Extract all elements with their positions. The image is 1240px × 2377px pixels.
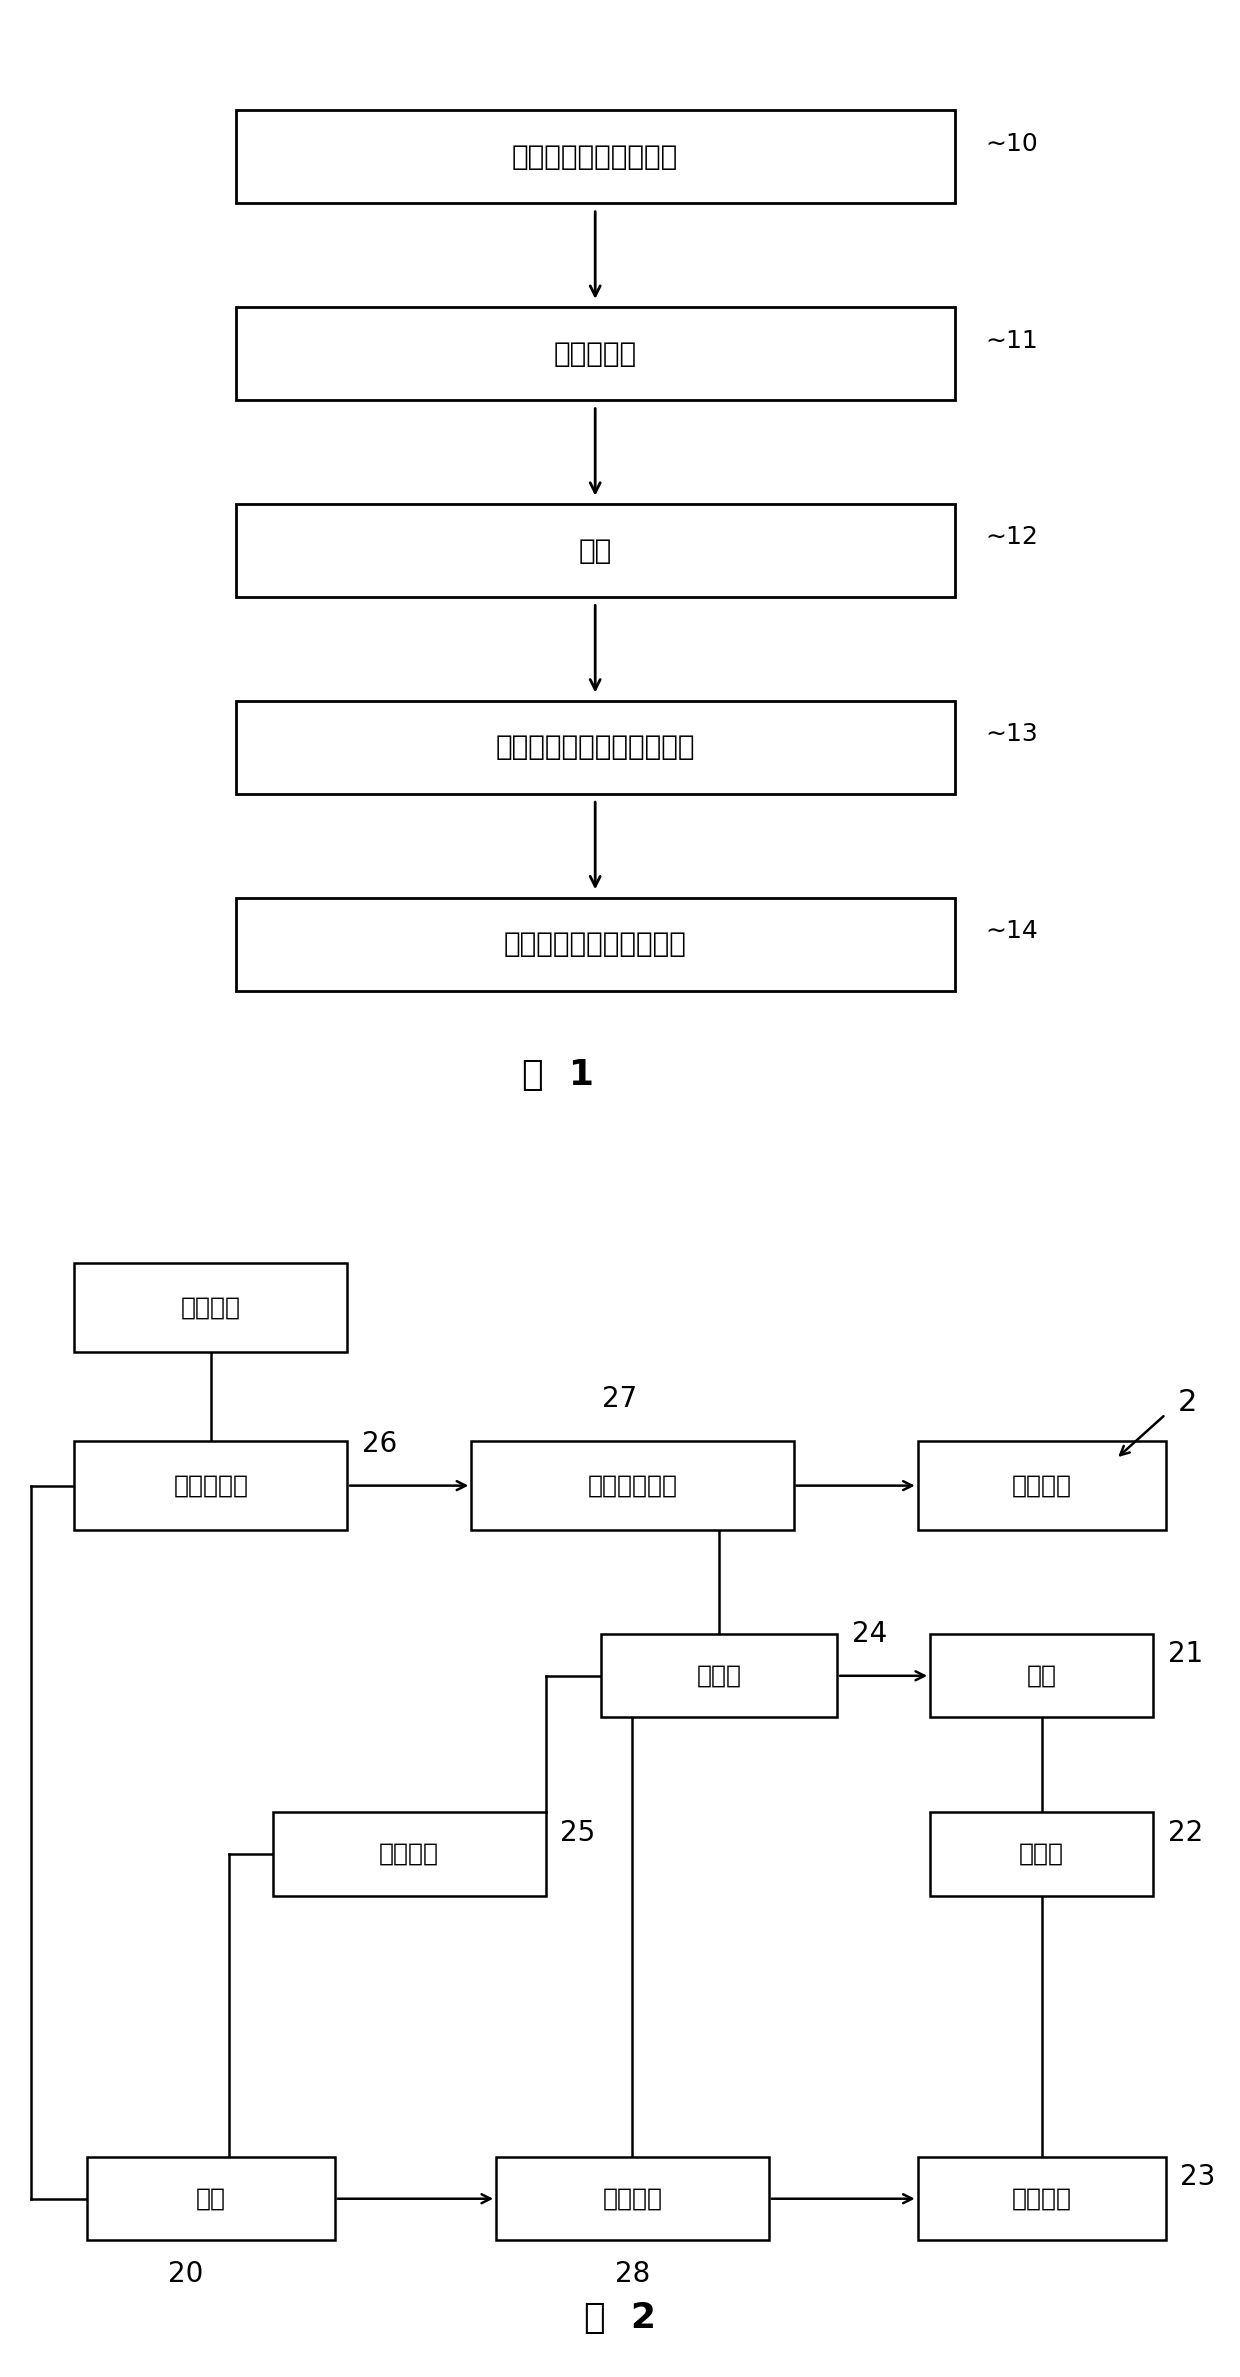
- Text: 探针组: 探针组: [697, 1664, 742, 1688]
- Bar: [273, 1811, 546, 1894]
- Bar: [496, 2158, 769, 2239]
- Text: ∼13: ∼13: [986, 723, 1039, 746]
- Bar: [74, 1262, 347, 1353]
- Text: 24: 24: [852, 1621, 887, 1647]
- Text: 25: 25: [560, 1818, 595, 1847]
- Text: 控制单元: 控制单元: [1012, 2187, 1071, 2211]
- Text: 绿漆印刷及紫外线照射固定: 绿漆印刷及紫外线照射固定: [496, 734, 694, 761]
- Text: 23: 23: [1180, 2163, 1216, 2192]
- Bar: [236, 504, 955, 597]
- Bar: [236, 899, 955, 991]
- Text: 连接电路: 连接电路: [603, 2187, 662, 2211]
- Bar: [471, 1440, 794, 1531]
- Text: 激光发射器: 激光发射器: [174, 1474, 248, 1498]
- Text: 21: 21: [1168, 1640, 1203, 1669]
- Bar: [918, 1440, 1166, 1531]
- Text: 碳膜或金属膜电阻印刷: 碳膜或金属膜电阻印刷: [512, 143, 678, 171]
- Bar: [601, 1633, 837, 1716]
- Text: 26: 26: [362, 1431, 397, 1457]
- Text: 自动测试及激光快速调阻: 自动测试及激光快速调阻: [503, 929, 687, 958]
- Text: 测试: 测试: [579, 537, 611, 563]
- Text: 光速定位单元: 光速定位单元: [588, 1474, 677, 1498]
- Text: 工作台: 工作台: [1019, 1842, 1064, 1866]
- Text: ∼10: ∼10: [986, 131, 1039, 157]
- Bar: [236, 109, 955, 204]
- Text: ∼12: ∼12: [986, 525, 1039, 549]
- Bar: [236, 701, 955, 794]
- Text: 27: 27: [603, 1386, 637, 1414]
- Text: 22: 22: [1168, 1818, 1203, 1847]
- Text: 2: 2: [1178, 1388, 1198, 1417]
- Text: 电脑: 电脑: [196, 2187, 226, 2211]
- Text: 测量单元: 测量单元: [379, 1842, 439, 1866]
- Text: ∼11: ∼11: [986, 328, 1039, 352]
- Bar: [930, 1811, 1153, 1894]
- Text: 图  2: 图 2: [584, 2301, 656, 2334]
- Bar: [87, 2158, 335, 2239]
- Text: 热固法烤板: 热固法烤板: [553, 340, 637, 368]
- Text: 工件: 工件: [1027, 1664, 1056, 1688]
- Text: 图  1: 图 1: [522, 1058, 594, 1093]
- Text: 28: 28: [615, 2261, 650, 2287]
- Bar: [74, 1440, 347, 1531]
- Bar: [930, 1633, 1153, 1716]
- Bar: [918, 2158, 1166, 2239]
- Text: 聚集物镜: 聚集物镜: [1012, 1474, 1071, 1498]
- Text: 激光电源: 激光电源: [181, 1295, 241, 1319]
- Text: 20: 20: [169, 2261, 203, 2287]
- Bar: [236, 307, 955, 399]
- Text: ∼14: ∼14: [986, 920, 1039, 944]
